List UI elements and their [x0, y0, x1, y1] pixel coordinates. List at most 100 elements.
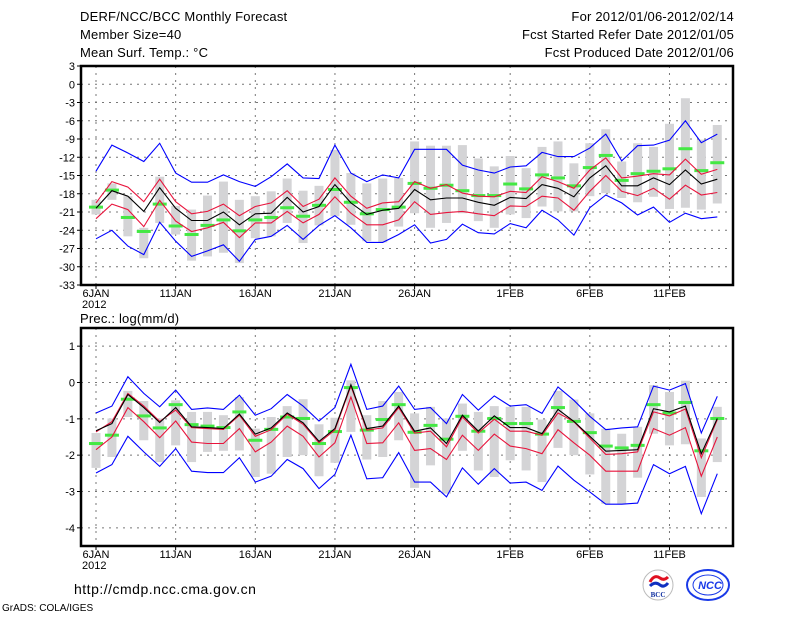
range-bar: [218, 181, 228, 253]
upper-spread-line: [95, 157, 718, 217]
range-bar: [346, 380, 356, 432]
range-bar: [171, 400, 181, 446]
range-bar: [250, 428, 260, 477]
range-bar: [712, 406, 722, 463]
observed-marker: [503, 422, 518, 426]
ensemble-mean-line: [95, 165, 718, 226]
observed-marker: [710, 161, 725, 165]
observed-marker: [264, 215, 279, 219]
observed-marker: [327, 187, 342, 191]
x-tick-label: 11JAN: [160, 549, 192, 561]
y-tick-label: 0: [69, 378, 75, 390]
observed-marker: [550, 176, 565, 180]
bcc-logo-text: BCC: [651, 591, 666, 599]
x-tick-label: 11FEB: [653, 549, 686, 561]
observed-marker: [662, 167, 677, 171]
observed-marker: [503, 182, 518, 186]
observed-marker: [439, 437, 454, 441]
y-tick-label: -3: [65, 487, 75, 499]
min-line: [95, 194, 718, 263]
range-bar: [282, 406, 292, 457]
range-bar: [585, 413, 595, 475]
observed-marker: [120, 397, 135, 401]
y-tick-label: -3: [65, 98, 75, 110]
range-bar: [250, 196, 260, 239]
range-bar: [362, 183, 372, 242]
precip-panel-label: Prec.: log(mm/d): [80, 311, 180, 326]
observed-marker: [200, 424, 215, 428]
range-bar: [187, 411, 197, 463]
panel-temperature: 3 0 -3 -6 -9 -12 -15 -18 -21 -24 -27 -30 -33 6JAN 11JA…: [59, 61, 735, 311]
observed-marker: [694, 169, 709, 173]
observed-marker: [296, 416, 311, 420]
observed-marker: [312, 442, 327, 446]
observed-marker: [296, 214, 311, 218]
x-tick-label: 1FEB: [496, 288, 524, 300]
range-bar: [410, 141, 420, 214]
range-bar: [107, 418, 117, 457]
x-tick-label: 21JAN: [318, 288, 351, 300]
range-bar: [107, 183, 117, 200]
max-line: [95, 119, 718, 187]
range-bar: [473, 158, 483, 222]
range-bar: [473, 411, 483, 471]
observed-marker: [232, 229, 247, 233]
range-bar: [426, 145, 436, 228]
range-bar: [489, 406, 499, 477]
y-tick-label: -15: [59, 171, 75, 183]
observed-marker: [152, 202, 167, 206]
range-bar: [266, 417, 276, 474]
observed-marker: [455, 189, 470, 193]
x-tick-label: 16JAN: [239, 549, 272, 561]
y-tick-label: -33: [59, 280, 75, 292]
range-bar: [155, 418, 165, 463]
range-bar: [696, 438, 706, 497]
range-bar: [521, 406, 531, 471]
observed-marker: [136, 414, 151, 418]
observed-marker: [216, 426, 231, 430]
x-tick-label: 26JAN: [398, 288, 431, 300]
ensemble-mean-line: [95, 383, 718, 456]
x-tick-label: 11JAN: [160, 288, 192, 300]
observed-marker: [439, 183, 454, 187]
range-bar: [457, 403, 467, 451]
lower-spread-line: [95, 174, 718, 239]
observed-marker: [184, 233, 199, 237]
x-tick-label: 11FEB: [653, 288, 686, 300]
plot-frame: [79, 326, 735, 548]
observed-marker: [614, 178, 629, 182]
observed-marker: [630, 443, 645, 447]
min-line: [95, 433, 718, 516]
range-bar: [394, 177, 404, 227]
range-bar: [553, 141, 563, 212]
observed-marker: [598, 153, 613, 157]
observed-marker: [614, 446, 629, 450]
y-tick-label: -2: [65, 450, 75, 462]
temp-panel-label: Mean Surf. Temp.: °C: [80, 45, 209, 60]
observed-marker: [120, 215, 135, 219]
x-tick-label: 26JAN: [398, 549, 431, 561]
range-bar: [378, 401, 388, 457]
x-tick-label: 6FEB: [576, 288, 604, 300]
observed-marker: [375, 208, 390, 212]
y-tick-label: -21: [59, 207, 75, 219]
x-tick-label: 6FEB: [576, 549, 604, 561]
range-bar: [314, 424, 324, 477]
range-bar: [601, 428, 611, 504]
y-tick-label: -1: [65, 414, 75, 426]
range-bar: [521, 168, 531, 219]
y-tick-label: -12: [59, 152, 75, 164]
range-bar: [505, 406, 515, 461]
range-bar: [266, 191, 276, 237]
x-tick-label: 6JAN: [83, 549, 110, 561]
observed-marker: [662, 411, 677, 415]
observed-marker: [89, 442, 103, 446]
observed-marker: [566, 184, 581, 188]
range-bar: [537, 419, 547, 483]
lower-spread-line: [95, 395, 718, 478]
observed-marker: [312, 203, 327, 207]
range-bar: [330, 417, 340, 463]
range-bar: [712, 125, 722, 204]
observed-marker: [710, 416, 725, 420]
observed-marker: [168, 224, 183, 228]
